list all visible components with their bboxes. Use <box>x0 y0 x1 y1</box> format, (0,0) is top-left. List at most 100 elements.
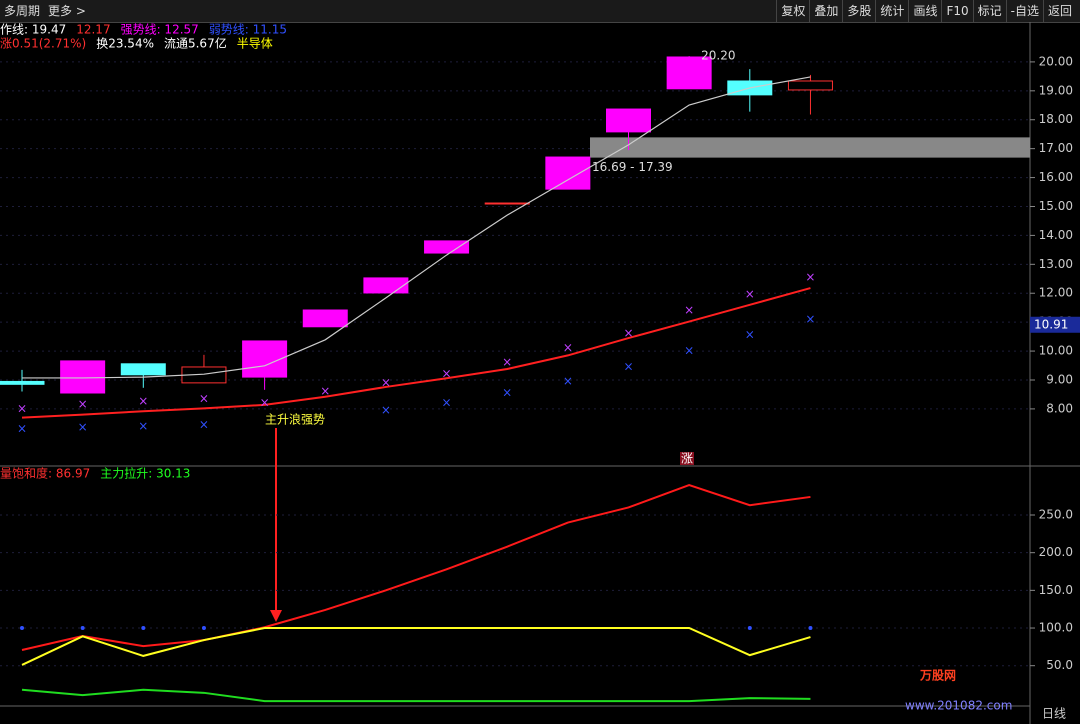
dot <box>201 626 206 631</box>
candle-body <box>120 363 166 376</box>
marker: × <box>563 374 573 388</box>
candle-body <box>302 309 348 328</box>
y-tick-label: 50.0 <box>1046 658 1073 672</box>
dot <box>20 626 24 631</box>
toolbar-button[interactable]: 统计 <box>875 0 908 22</box>
y-tick-label: 100.0 <box>1039 621 1073 635</box>
marker: × <box>442 396 452 410</box>
marker: × <box>199 391 209 405</box>
price-tag-bg <box>1030 316 1080 333</box>
toolbar-button[interactable]: -自选 <box>1005 0 1043 22</box>
info-text: 强势线: 12.57 <box>121 23 199 37</box>
info-text: 换23.54% <box>96 37 154 51</box>
marker: × <box>138 419 148 433</box>
candle-body <box>363 277 409 294</box>
y-tick-label: 150.0 <box>1039 583 1073 597</box>
legend-text: 量饱和度: 86.97 <box>0 466 90 481</box>
y-tick-label: 16.00 <box>1039 170 1073 184</box>
dot <box>141 626 146 631</box>
info-text: 作线: 19.47 <box>0 23 66 37</box>
y-tick-label: 10.00 <box>1039 344 1073 358</box>
toolbar-button[interactable]: 画线 <box>908 0 941 22</box>
marker: × <box>78 420 88 434</box>
line-series <box>21 287 811 419</box>
marker: × <box>17 401 27 415</box>
candle-body <box>545 156 591 190</box>
signal-bg <box>680 452 694 465</box>
marker: × <box>805 312 815 326</box>
y-tick-label: 8.00 <box>1046 401 1073 415</box>
y-tick-label: 9.00 <box>1046 372 1073 386</box>
y-tick-label: 17.00 <box>1039 141 1073 155</box>
menu[interactable]: 更多 > <box>48 4 86 18</box>
marker: × <box>320 384 330 398</box>
dot <box>808 626 813 631</box>
y-tick-label: 200.0 <box>1039 545 1073 559</box>
watermark: 万股网 <box>919 668 956 683</box>
y-tick-label: 250.0 <box>1039 508 1073 522</box>
info-text: 流通5.67亿 <box>164 36 227 51</box>
marker: × <box>623 326 633 340</box>
marker: × <box>684 303 694 317</box>
y-tick-label: 12.00 <box>1039 286 1073 300</box>
y-tick-label: 15.00 <box>1039 199 1073 213</box>
toolbar-button[interactable]: 标记 <box>972 0 1006 22</box>
marker: × <box>381 403 391 417</box>
toolbar-button[interactable]: 返回 <box>1042 0 1076 22</box>
candle-body <box>606 108 651 133</box>
marker: × <box>78 397 88 411</box>
toolbar-button[interactable]: 多股 <box>842 0 875 22</box>
marker: × <box>260 396 270 410</box>
arrow-head <box>270 610 282 622</box>
y-tick-label: 19.00 <box>1039 83 1073 97</box>
y-tick-label: 13.00 <box>1039 257 1073 271</box>
y-tick-label: 20.00 <box>1039 54 1073 68</box>
info-text: 半导体 <box>237 37 273 51</box>
legend-text: 主力拉升: 30.13 <box>100 466 190 481</box>
info-text: 涨0.51(2.71%) <box>0 36 86 51</box>
marker: × <box>502 385 512 399</box>
marker: × <box>381 375 391 389</box>
line-series <box>21 688 811 703</box>
info-text: 弱势线: 11.15 <box>209 23 287 37</box>
marker: × <box>442 367 452 381</box>
candle-body <box>666 56 712 90</box>
y-tick-label: 14.00 <box>1039 228 1073 242</box>
dot <box>747 626 752 631</box>
marker: × <box>199 417 209 431</box>
candle-body <box>0 380 45 385</box>
menu[interactable]: 多周期 <box>4 4 41 18</box>
toolbar-button[interactable]: 叠加 <box>809 0 842 22</box>
toolbar-buttons: 复权 叠加 多股 统计 画线 F10 标记 -自选 返回 <box>776 0 1076 22</box>
toolbar-button[interactable]: F10 <box>941 0 972 22</box>
line-series <box>22 76 811 379</box>
signal: 涨 <box>681 451 693 466</box>
marker: × <box>745 287 755 301</box>
zone <box>590 137 1030 158</box>
marker: × <box>623 359 633 373</box>
marker: × <box>563 341 573 355</box>
zone-label: 16.69 - 17.39 <box>592 160 673 174</box>
candle-body <box>484 202 530 205</box>
y-tick-label: 18.00 <box>1039 112 1073 126</box>
toolbar-button[interactable]: 复权 <box>776 0 809 22</box>
line-series <box>21 483 811 651</box>
site: www.201082.com <box>905 699 1012 713</box>
period: 日线 <box>1042 707 1066 721</box>
high-label: 20.20 <box>701 49 735 63</box>
toolbar: 多周期 更多 > 复权 叠加 多股 统计 画线 F10 标记 -自选 返回 <box>0 0 1080 23</box>
candle-body <box>787 80 833 91</box>
dot <box>80 626 85 631</box>
marker: × <box>684 344 694 358</box>
marker: × <box>502 355 512 369</box>
marker: × <box>805 270 815 284</box>
marker: × <box>138 394 148 408</box>
price-tag: 10.91 <box>1034 317 1068 331</box>
candle-body <box>60 360 106 394</box>
line-series <box>21 627 811 666</box>
candle-body <box>424 240 470 254</box>
info-text: 12.17 <box>76 23 110 37</box>
annotation: 主升浪强势 <box>265 412 325 427</box>
